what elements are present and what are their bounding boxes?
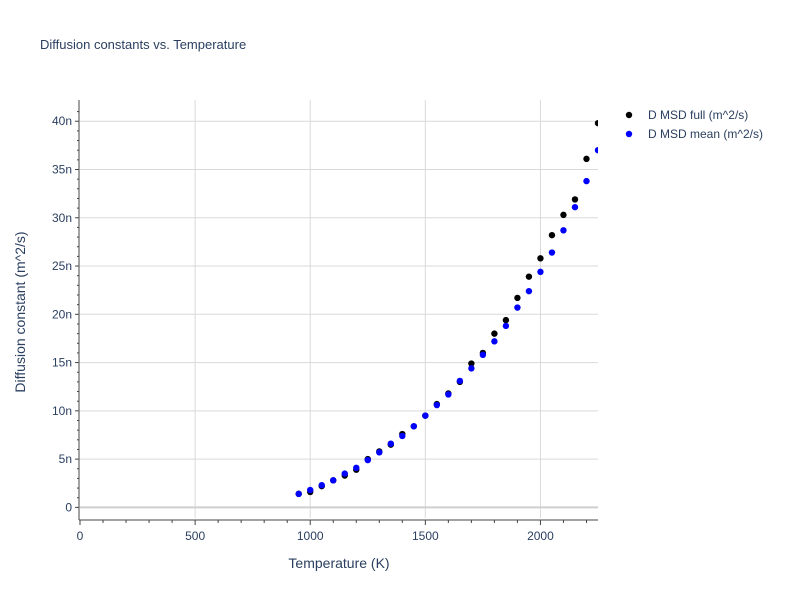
axes: 0 500 1000 1500 2000 0 5n 10n 15n 20n 25n 30n 35n 40n (52, 100, 598, 543)
legend-item[interactable]: D MSD mean (m^2/s) (625, 127, 763, 141)
data-point[interactable] (525, 287, 533, 295)
y-tick-label: 10n (52, 404, 72, 418)
data-point[interactable] (571, 203, 579, 211)
data-point[interactable] (491, 330, 498, 337)
y-tick-label: 40n (52, 114, 72, 128)
legend-label: D MSD mean (m^2/s) (648, 127, 763, 141)
data-points (295, 119, 601, 498)
x-tick-label: 1500 (412, 529, 439, 543)
data-point[interactable] (502, 322, 510, 330)
data-point[interactable] (353, 464, 360, 472)
data-point[interactable] (330, 477, 337, 484)
data-point[interactable] (399, 432, 406, 440)
data-point[interactable] (341, 470, 348, 477)
data-point[interactable] (468, 365, 475, 372)
data-point[interactable] (433, 401, 441, 409)
data-point[interactable] (594, 119, 601, 127)
x-axis-title: Temperature (K) (288, 555, 389, 571)
data-point[interactable] (594, 146, 601, 154)
legend-label: D MSD full (m^2/s) (648, 108, 748, 122)
data-point[interactable] (537, 268, 544, 276)
data-point[interactable] (583, 155, 590, 163)
legend-marker (625, 130, 633, 138)
y-tick-label: 20n (52, 307, 72, 321)
data-point[interactable] (571, 196, 579, 203)
y-tick-label: 0 (65, 500, 72, 514)
data-point[interactable] (525, 273, 533, 280)
data-point[interactable] (364, 456, 371, 464)
y-axis-title: Diffusion constant (m^2/s) (12, 231, 28, 392)
data-point[interactable] (514, 294, 521, 302)
data-point[interactable] (479, 351, 487, 359)
data-point[interactable] (468, 360, 475, 367)
data-point[interactable] (456, 377, 464, 385)
legend-item[interactable]: D MSD full (m^2/s) (625, 108, 749, 122)
data-point[interactable] (445, 391, 452, 398)
data-point[interactable] (548, 231, 556, 239)
chart-title: Diffusion constants vs. Temperature (40, 37, 247, 52)
x-tick-label: 1000 (297, 529, 324, 543)
y-tick-label: 35n (52, 163, 72, 177)
legend[interactable]: D MSD full (m^2/s) D MSD mean (m^2/s) (625, 108, 763, 141)
y-tick-label: 30n (52, 211, 72, 225)
data-point[interactable] (295, 490, 302, 498)
data-point[interactable] (583, 177, 590, 185)
x-tick-label: 500 (185, 529, 205, 543)
data-point[interactable] (387, 440, 394, 447)
data-point[interactable] (318, 481, 325, 489)
data-point[interactable] (548, 249, 556, 256)
x-tick-label: 2000 (527, 529, 554, 543)
data-point[interactable] (410, 423, 418, 430)
data-point[interactable] (560, 211, 567, 219)
y-tick-label: 15n (52, 356, 72, 370)
grid-lines (80, 100, 598, 518)
data-point[interactable] (422, 412, 429, 419)
data-point[interactable] (307, 486, 314, 494)
data-point[interactable] (376, 449, 383, 456)
data-point[interactable] (491, 338, 498, 345)
x-tick-label: 0 (77, 529, 84, 543)
y-tick-label: 5n (59, 452, 72, 466)
legend-marker (625, 111, 633, 119)
data-point[interactable] (537, 255, 544, 262)
data-point[interactable] (560, 227, 567, 234)
y-tick-label: 25n (52, 259, 72, 273)
data-point[interactable] (502, 316, 510, 324)
data-point[interactable] (514, 304, 521, 311)
